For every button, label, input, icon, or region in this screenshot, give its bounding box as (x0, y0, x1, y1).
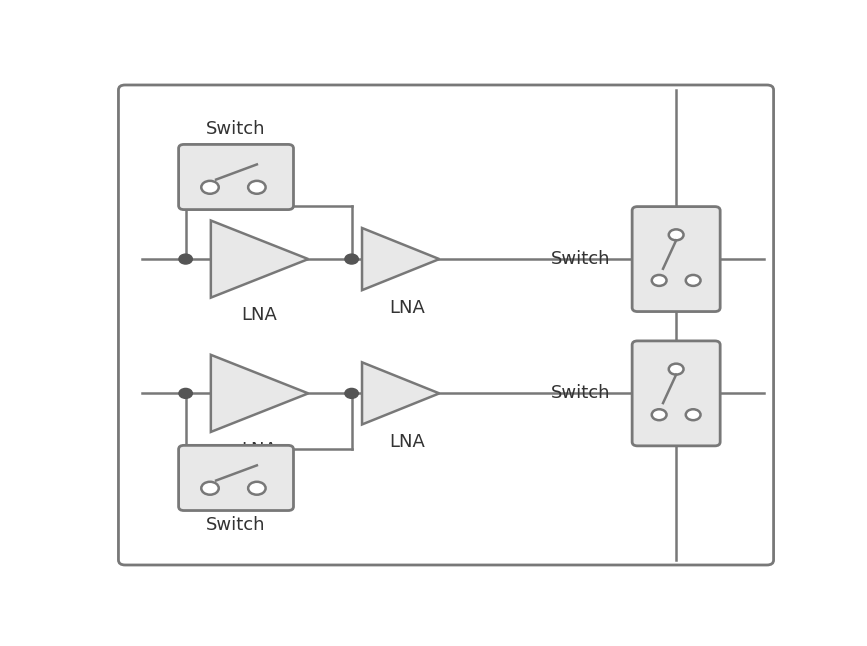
Circle shape (345, 254, 358, 264)
Text: LNA: LNA (389, 433, 426, 451)
Circle shape (668, 229, 683, 240)
Polygon shape (362, 228, 440, 290)
Circle shape (652, 410, 667, 420)
Circle shape (652, 275, 667, 286)
FancyBboxPatch shape (179, 145, 294, 209)
Text: LNA: LNA (389, 299, 426, 317)
Circle shape (201, 181, 218, 194)
FancyBboxPatch shape (632, 341, 720, 446)
Circle shape (201, 482, 218, 495)
Text: Switch: Switch (206, 120, 266, 138)
Circle shape (179, 254, 192, 264)
Text: Switch: Switch (206, 517, 266, 534)
Circle shape (248, 181, 265, 194)
Circle shape (248, 482, 265, 495)
FancyBboxPatch shape (119, 85, 773, 565)
Text: LNA: LNA (242, 306, 277, 324)
FancyBboxPatch shape (179, 445, 294, 510)
Circle shape (345, 388, 358, 399)
Text: Switch: Switch (551, 384, 610, 402)
Polygon shape (362, 362, 440, 424)
Polygon shape (211, 220, 309, 298)
Circle shape (668, 364, 683, 375)
Text: LNA: LNA (242, 441, 277, 459)
Circle shape (179, 388, 192, 399)
FancyBboxPatch shape (632, 207, 720, 311)
Circle shape (686, 410, 701, 420)
Circle shape (686, 275, 701, 286)
Text: Switch: Switch (551, 250, 610, 268)
Polygon shape (211, 355, 309, 432)
